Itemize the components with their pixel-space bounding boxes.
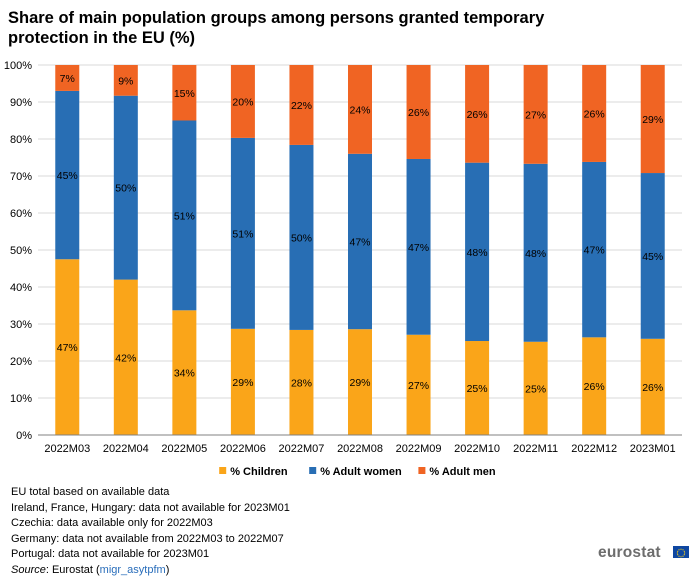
- data-label: 51%: [174, 210, 195, 222]
- y-tick-label: 50%: [10, 245, 32, 257]
- x-tick-label: 2022M08: [337, 443, 383, 455]
- data-label: 27%: [525, 109, 546, 121]
- x-tick-label: 2022M07: [279, 443, 325, 455]
- source-close: ): [166, 564, 170, 576]
- data-label: 48%: [467, 247, 488, 259]
- data-label: 9%: [118, 75, 133, 87]
- data-label: 45%: [642, 251, 663, 263]
- eu-flag-icon: [673, 546, 689, 558]
- footnote-4: Portugal: data not available for 2023M01: [11, 547, 290, 563]
- data-label: 26%: [584, 381, 605, 393]
- footnotes: EU total based on available data Ireland…: [11, 485, 290, 578]
- source-dataset-link[interactable]: migr_asytpfm: [100, 564, 166, 576]
- footnote-1: Ireland, France, Hungary: data not avail…: [11, 501, 290, 517]
- data-label: 51%: [232, 228, 253, 240]
- data-label: 26%: [584, 108, 605, 120]
- y-tick-label: 100%: [4, 60, 32, 72]
- source-line: Source: Eurostat (migr_asytpfm): [11, 563, 290, 578]
- data-label: 26%: [408, 107, 429, 119]
- stacked-bar-chart: 0% 10% 20% 30% 40% 50% 60% 70% 80% 90% 100% 47% 45% 7…: [0, 50, 700, 480]
- data-label: 48%: [525, 248, 546, 260]
- legend-label: % Adult women: [320, 466, 402, 478]
- footnote-3: Germany: data not available from 2022M03…: [11, 532, 290, 548]
- legend-swatch: [418, 467, 425, 474]
- y-tick-label: 70%: [10, 171, 32, 183]
- y-tick-label: 40%: [10, 282, 32, 294]
- legend-swatch: [219, 467, 226, 474]
- footnote-2: Czechia: data available only for 2022M03: [11, 516, 290, 532]
- source-label: Source: [11, 564, 46, 576]
- y-tick-label: 0%: [16, 430, 32, 442]
- data-label: 26%: [642, 382, 663, 394]
- data-label: 47%: [584, 245, 605, 257]
- chart-title: Share of main population groups among pe…: [8, 8, 648, 48]
- x-tick-label: 2022M11: [513, 443, 558, 455]
- legend-swatch: [309, 467, 316, 474]
- x-tick-label: 2022M04: [103, 443, 149, 455]
- data-label: 7%: [60, 73, 75, 85]
- y-tick-label: 10%: [10, 393, 32, 405]
- data-label: 22%: [291, 100, 312, 112]
- data-label: 42%: [115, 352, 136, 364]
- x-tick-label: 2022M06: [220, 443, 266, 455]
- data-label: 34%: [174, 368, 195, 380]
- data-label: 28%: [291, 377, 312, 389]
- data-label: 29%: [349, 377, 370, 389]
- legend-label: % Children: [230, 466, 288, 478]
- data-label: 47%: [57, 342, 78, 354]
- data-label: 27%: [408, 380, 429, 392]
- x-tick-label: 2022M10: [454, 443, 500, 455]
- data-label: 15%: [174, 88, 195, 100]
- data-label: 26%: [467, 109, 488, 121]
- data-label: 20%: [232, 96, 253, 108]
- x-tick-label: 2022M03: [44, 443, 90, 455]
- source-text: : Eurostat (: [46, 564, 100, 576]
- x-tick-label: 2022M09: [396, 443, 442, 455]
- data-label: 45%: [57, 170, 78, 182]
- data-label: 25%: [467, 383, 488, 395]
- legend-label: % Adult men: [429, 466, 495, 478]
- y-tick-label: 90%: [10, 97, 32, 109]
- data-label: 50%: [115, 183, 136, 195]
- eurostat-logo: eurostat: [598, 545, 690, 563]
- data-label: 29%: [232, 377, 253, 389]
- data-label: 25%: [525, 383, 546, 395]
- y-tick-label: 60%: [10, 208, 32, 220]
- chart-title-line-2: protection in the EU (%): [8, 28, 648, 48]
- footnote-0: EU total based on available data: [11, 485, 290, 501]
- data-label: 47%: [349, 236, 370, 248]
- y-tick-label: 30%: [10, 319, 32, 331]
- x-tick-label: 2022M05: [161, 443, 207, 455]
- x-tick-label: 2022M12: [571, 443, 617, 455]
- data-label: 29%: [642, 114, 663, 126]
- chart-title-line-1: Share of main population groups among pe…: [8, 8, 648, 28]
- y-tick-label: 80%: [10, 134, 32, 146]
- x-tick-label: 2023M01: [630, 443, 676, 455]
- data-label: 50%: [291, 232, 312, 244]
- data-label: 47%: [408, 242, 429, 254]
- data-label: 24%: [349, 104, 370, 116]
- y-tick-label: 20%: [10, 356, 32, 368]
- eurostat-logo-text: eurostat: [598, 544, 661, 562]
